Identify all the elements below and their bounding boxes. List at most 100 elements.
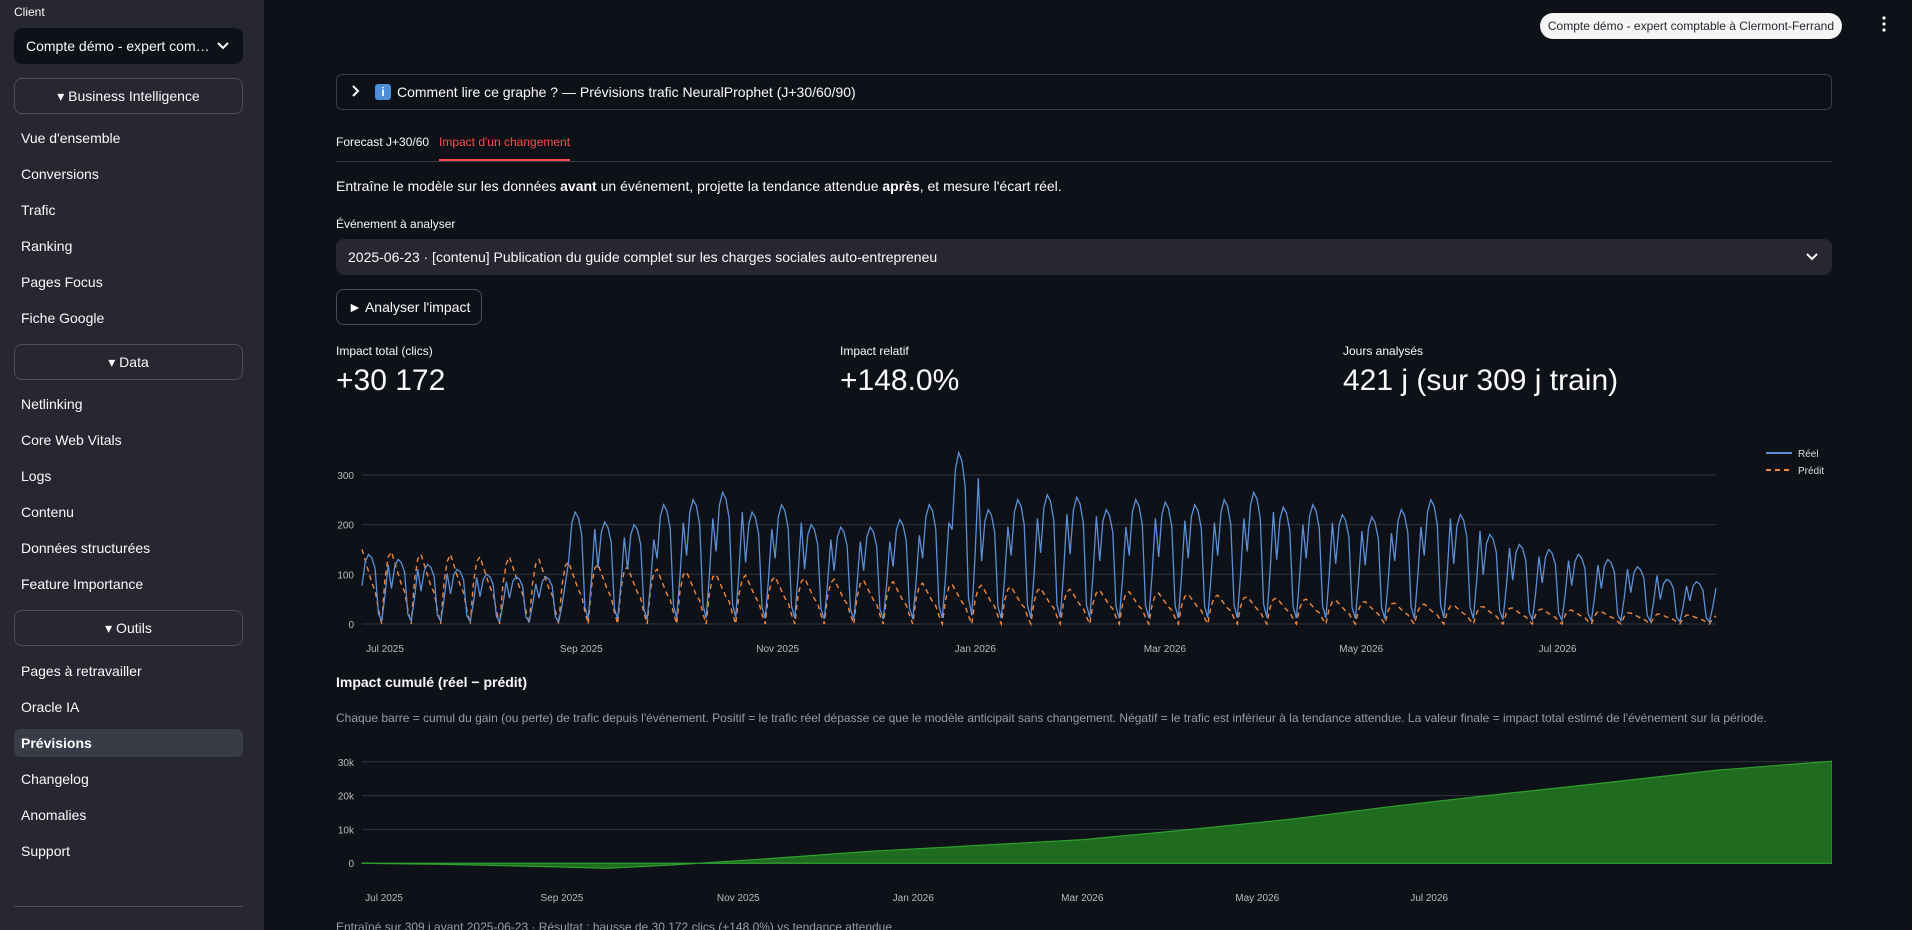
sidebar-item-pages-a-retravailler[interactable]: Pages à retravailler — [14, 657, 243, 685]
y-tick-label: 100 — [337, 570, 354, 581]
description-text: Entraîne le modèle sur les données avant… — [336, 178, 1062, 194]
x-tick-label: Sep 2025 — [541, 893, 584, 904]
kebab-menu-icon[interactable] — [1878, 16, 1890, 36]
help-expander[interactable]: i Comment lire ce graphe ? — Prévisions … — [336, 74, 1832, 110]
metric-impact-total: Impact total (clics) +30 172 — [336, 344, 445, 398]
section-outils-button[interactable]: ▾ Outils — [14, 610, 243, 646]
impact-cumule-area — [361, 760, 1832, 869]
sidebar-item-logs[interactable]: Logs — [14, 462, 243, 490]
section-label: ▾ Outils — [105, 619, 152, 636]
y-tick-label: 0 — [348, 859, 354, 870]
sidebar-item-pages-focus[interactable]: Pages Focus — [14, 268, 243, 296]
sidebar-item-vue-ensemble[interactable]: Vue d'ensemble — [14, 124, 243, 152]
x-tick-label: Mar 2026 — [1144, 644, 1187, 655]
x-tick-label: Jul 2026 — [1410, 893, 1448, 904]
sidebar-item-previsions[interactable]: Prévisions — [14, 729, 243, 757]
sidebar-item-contenu[interactable]: Contenu — [14, 498, 243, 526]
metric-label: Impact relatif — [840, 344, 909, 358]
sidebar-item-label: Support — [21, 843, 71, 859]
sidebar-item-oracle-ia[interactable]: Oracle IA — [14, 693, 243, 721]
analyze-impact-button[interactable]: ► Analyser l'impact — [336, 289, 483, 325]
sidebar-item-netlinking[interactable]: Netlinking — [14, 390, 243, 418]
section-data-button[interactable]: ▾ Data — [14, 344, 243, 380]
event-select[interactable]: 2025-06-23 · [contenu] Publication du gu… — [336, 239, 1832, 275]
sidebar-item-label: Anomalies — [21, 807, 87, 823]
reel-series-line — [361, 450, 1717, 624]
sidebar-item-support[interactable]: Support — [14, 837, 243, 865]
desc-bold: après — [882, 178, 920, 194]
section-label: ▾ Data — [108, 353, 149, 370]
x-tick-label: Nov 2025 — [756, 644, 799, 655]
chevron-right-icon — [349, 84, 363, 100]
sidebar-item-label: Oracle IA — [21, 699, 80, 715]
sidebar-item-label: Trafic — [21, 202, 56, 218]
predit-series-line — [361, 549, 1717, 627]
sidebar-item-label: Fiche Google — [21, 310, 105, 326]
section-business-intelligence-button[interactable]: ▾ Business Intelligence — [14, 78, 243, 114]
sidebar-item-label: Prévisions — [21, 735, 92, 751]
metric-impact-relatif: Impact relatif +148.0% — [840, 344, 959, 398]
metric-value: 421 j (sur 309 j train) — [1343, 364, 1619, 397]
sidebar-item-label: Ranking — [21, 238, 73, 254]
metric-value: +148.0% — [840, 364, 960, 397]
sidebar-divider — [14, 906, 243, 907]
metric-value: +30 172 — [336, 364, 446, 397]
desc-part: , et mesure l'écart réel. — [919, 178, 1062, 194]
y-tick-label: 10k — [338, 825, 355, 836]
sidebar-item-label: Changelog — [21, 771, 89, 787]
y-tick-label: 200 — [337, 521, 354, 532]
sidebar-item-label: Pages à retravailler — [21, 663, 142, 679]
sidebar-item-anomalies[interactable]: Anomalies — [14, 801, 243, 829]
client-select[interactable]: Compte démo - expert comptable à Clermon… — [14, 28, 243, 64]
sidebar-item-conversions[interactable]: Conversions — [14, 160, 243, 188]
sidebar-item-label: Feature Importance — [21, 576, 144, 592]
impact-chart-caption: Chaque barre = cumul du gain (ou perte) … — [336, 711, 1767, 725]
desc-part: Entraîne le modèle sur les données — [336, 178, 561, 194]
sidebar: Client Compte démo - expert comptable à … — [0, 0, 264, 930]
sidebar-item-label: Logs — [21, 468, 52, 484]
tab-forecast[interactable]: Forecast J+30/60 — [336, 135, 430, 149]
legend-predit-label: Prédit — [1798, 466, 1824, 477]
client-label: Client — [14, 5, 45, 19]
main-content: Compte démo - expert comptable à Clermon… — [264, 0, 1912, 930]
metric-label: Jours analysés — [1343, 344, 1424, 358]
sidebar-item-donnees-structurees[interactable]: Données structurées — [14, 534, 243, 562]
sidebar-item-label: Vue d'ensemble — [21, 130, 121, 146]
metric-label: Impact total (clics) — [336, 344, 433, 358]
sidebar-item-label: Pages Focus — [21, 274, 103, 290]
sidebar-item-changelog[interactable]: Changelog — [14, 765, 243, 793]
x-tick-label: Jul 2026 — [1539, 644, 1577, 655]
desc-bold: avant — [560, 178, 597, 194]
info-icon: i — [375, 84, 391, 100]
sidebar-item-trafic[interactable]: Trafic — [14, 196, 243, 224]
impact-chart-title: Impact cumulé (réel − prédit) — [336, 674, 527, 690]
sidebar-item-fiche-google[interactable]: Fiche Google — [14, 304, 243, 332]
x-tick-label: Sep 2025 — [560, 644, 603, 655]
sidebar-item-label: Conversions — [21, 166, 99, 182]
sidebar-item-ranking[interactable]: Ranking — [14, 232, 243, 260]
x-tick-label: May 2026 — [1339, 644, 1383, 655]
metric-jours-analyses: Jours analysés 421 j (sur 309 j train) — [1343, 344, 1618, 398]
desc-part: un événement, projette la tendance atten… — [596, 178, 883, 194]
client-select-value: Compte démo - expert comptable à Clermon… — [26, 38, 211, 54]
result-footer-note: Entraîné sur 309 j avant 2025-06-23 · Ré… — [336, 920, 893, 930]
legend-reel-label: Réel — [1798, 449, 1819, 460]
section-label: ▾ Business Intelligence — [57, 87, 200, 104]
chevron-down-icon — [215, 38, 231, 54]
x-tick-label: Jan 2026 — [893, 893, 935, 904]
y-tick-label: 30k — [338, 758, 355, 769]
x-tick-label: Jan 2026 — [955, 644, 997, 655]
x-tick-label: Mar 2026 — [1061, 893, 1104, 904]
event-select-value: 2025-06-23 · [contenu] Publication du gu… — [348, 249, 938, 265]
chevron-down-icon — [1804, 249, 1820, 265]
x-tick-label: May 2026 — [1235, 893, 1279, 904]
event-field-label: Événement à analyser — [336, 217, 456, 231]
x-tick-label: Nov 2025 — [717, 893, 760, 904]
expander-label: Comment lire ce graphe ? — Prévisions tr… — [397, 84, 856, 100]
line-chart: 0 100 200 300 Jul 2025 Sep 2025 Nov 2025 Jan 20… — [337, 449, 1824, 655]
sidebar-item-feature-importance[interactable]: Feature Importance — [14, 570, 243, 598]
tabs: Forecast J+30/60 Impact d'un changement — [336, 130, 1832, 162]
x-tick-label: Jul 2025 — [366, 644, 404, 655]
sidebar-item-core-web-vitals[interactable]: Core Web Vitals — [14, 426, 243, 454]
tab-impact-changement[interactable]: Impact d'un changement — [439, 135, 571, 161]
